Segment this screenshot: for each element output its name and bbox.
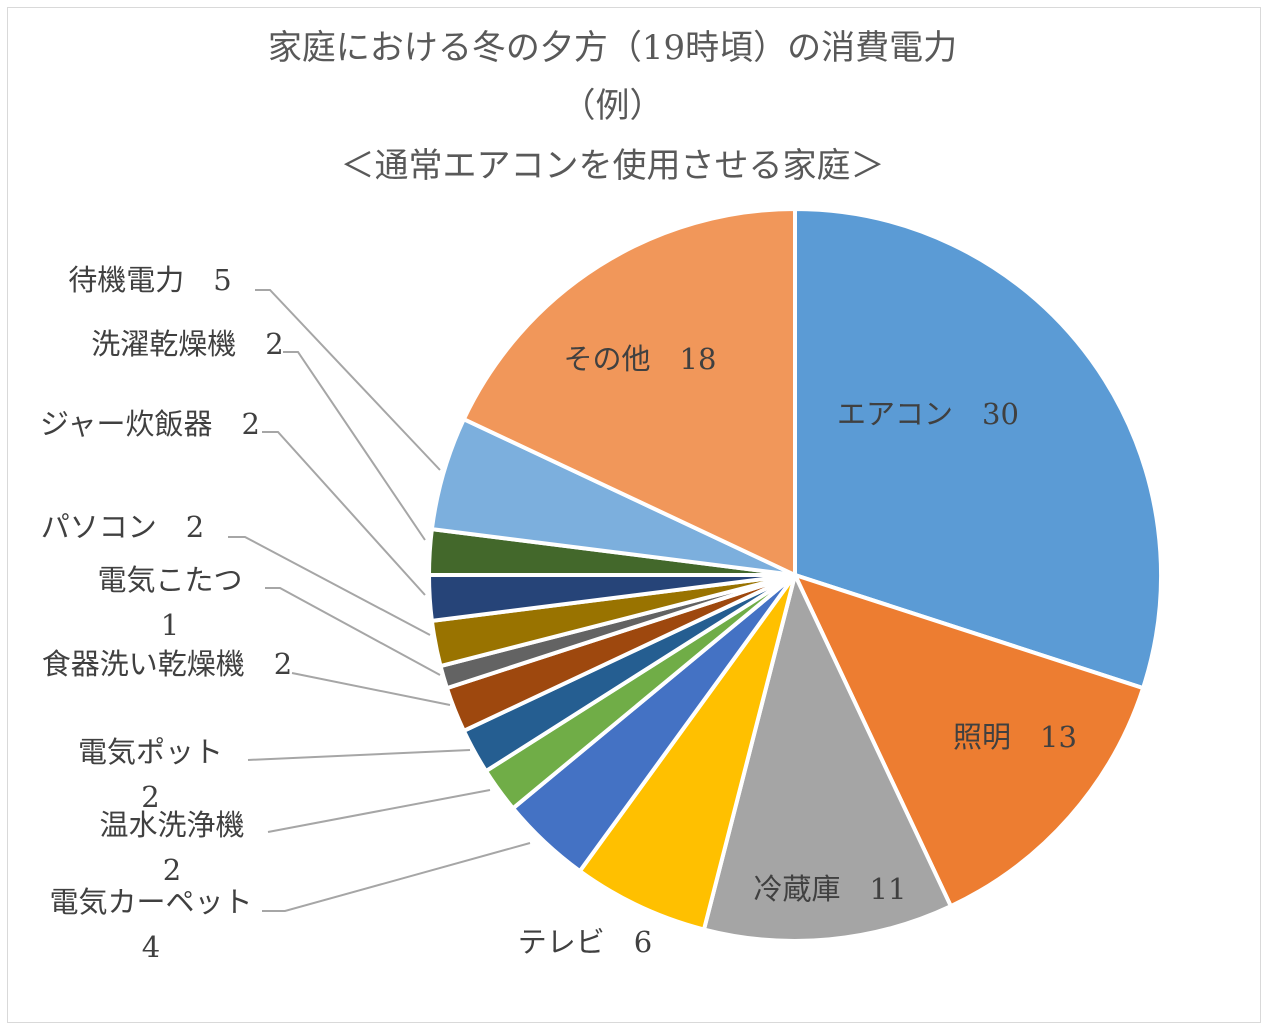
leader-line-8 (265, 587, 441, 676)
chart-title-line-1: 家庭における冬の夕方（19時頃）の消費電力 (267, 28, 958, 68)
leader-line-11 (283, 351, 426, 541)
chart-title-line-2: （例） (561, 86, 664, 126)
pie-slice-3 (577, 573, 797, 932)
leader-line-9 (228, 536, 431, 636)
data-label-10: ジャー炊飯器 2 (40, 407, 261, 441)
data-label-0: エアコン 30 (837, 397, 1019, 431)
pie-slice-1 (791, 571, 1146, 909)
leader-line-10 (262, 431, 426, 596)
data-label-9: パソコン 2 (40, 510, 205, 544)
data-label-12: 待機電力 5 (68, 263, 232, 297)
data-label-3: テレビ 6 (517, 925, 653, 959)
pie-slice-13 (461, 206, 797, 579)
data-label-1: 照明 13 (953, 720, 1077, 754)
leader-line-4 (262, 842, 531, 912)
data-label-6: 電気ポット 2 (77, 735, 253, 814)
pie-slice-2 (701, 569, 954, 943)
data-label-11: 洗濯乾燥機 2 (91, 327, 284, 361)
leader-line-5 (267, 789, 491, 833)
data-label-8: 電気こたつ 1 (97, 563, 272, 642)
pie-slice-0 (793, 206, 1163, 691)
data-label-5: 温水洗浄機 2 (99, 808, 274, 887)
chart-area (7, 7, 1261, 1023)
leader-line-12 (255, 289, 441, 471)
data-label-13: その他 18 (563, 342, 717, 376)
chart-title-line-3: ＜通常エアコンを使用させる家庭＞ (340, 146, 885, 186)
data-label-4: 電気カーペット 4 (49, 885, 282, 964)
data-label-7: 食器洗い乾燥機 2 (41, 647, 293, 681)
leader-line-7 (291, 672, 451, 706)
leader-line-6 (247, 749, 471, 761)
data-label-2: 冷蔵庫 11 (753, 872, 907, 906)
